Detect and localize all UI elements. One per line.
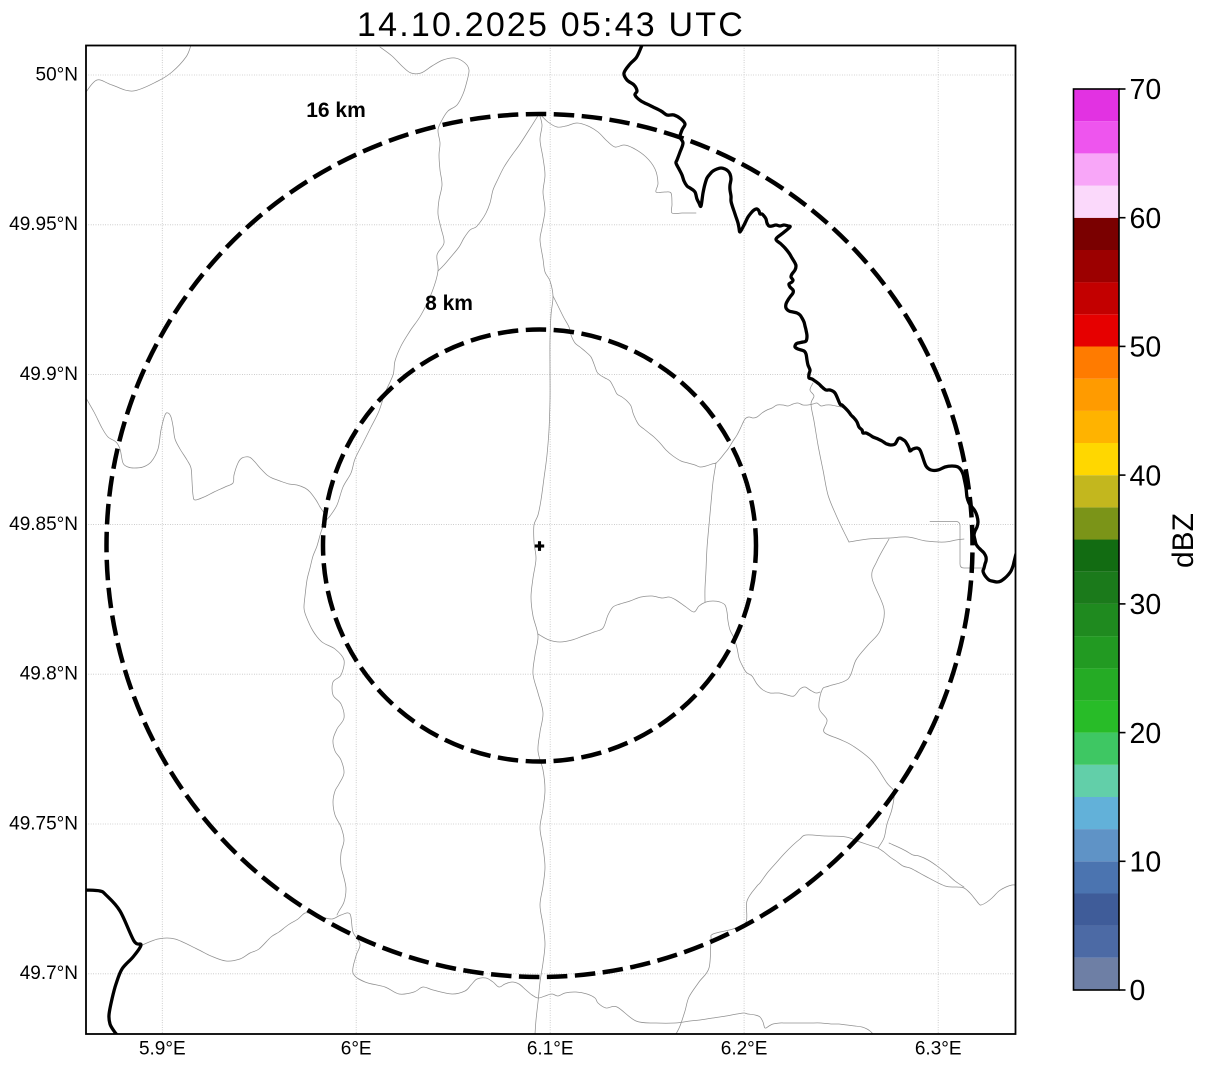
svg-text:49.95°N: 49.95°N <box>9 214 78 235</box>
svg-text:6.1°E: 6.1°E <box>527 1038 574 1059</box>
svg-text:14.10.2025 05:43 UTC: 14.10.2025 05:43 UTC <box>357 6 745 44</box>
svg-text:40: 40 <box>1130 460 1162 492</box>
svg-text:6.3°E: 6.3°E <box>915 1038 962 1059</box>
svg-text:49.7°N: 49.7°N <box>20 963 78 984</box>
svg-text:8 km: 8 km <box>425 292 473 315</box>
svg-text:50°N: 50°N <box>36 64 78 85</box>
svg-text:49.75°N: 49.75°N <box>9 813 78 834</box>
svg-text:60: 60 <box>1130 203 1162 235</box>
svg-text:70: 70 <box>1130 74 1162 106</box>
svg-text:49.9°N: 49.9°N <box>20 364 78 385</box>
svg-text:0: 0 <box>1130 975 1146 1007</box>
svg-text:16 km: 16 km <box>306 99 366 122</box>
svg-text:30: 30 <box>1130 589 1162 621</box>
svg-text:dBZ: dBZ <box>1167 513 1200 568</box>
svg-text:49.8°N: 49.8°N <box>20 664 78 685</box>
svg-text:5.9°E: 5.9°E <box>139 1038 186 1059</box>
svg-text:50: 50 <box>1130 332 1162 364</box>
svg-text:6.2°E: 6.2°E <box>721 1038 768 1059</box>
svg-text:49.85°N: 49.85°N <box>9 514 78 535</box>
svg-text:6°E: 6°E <box>341 1038 372 1059</box>
svg-text:20: 20 <box>1130 718 1162 750</box>
svg-text:10: 10 <box>1130 847 1162 879</box>
